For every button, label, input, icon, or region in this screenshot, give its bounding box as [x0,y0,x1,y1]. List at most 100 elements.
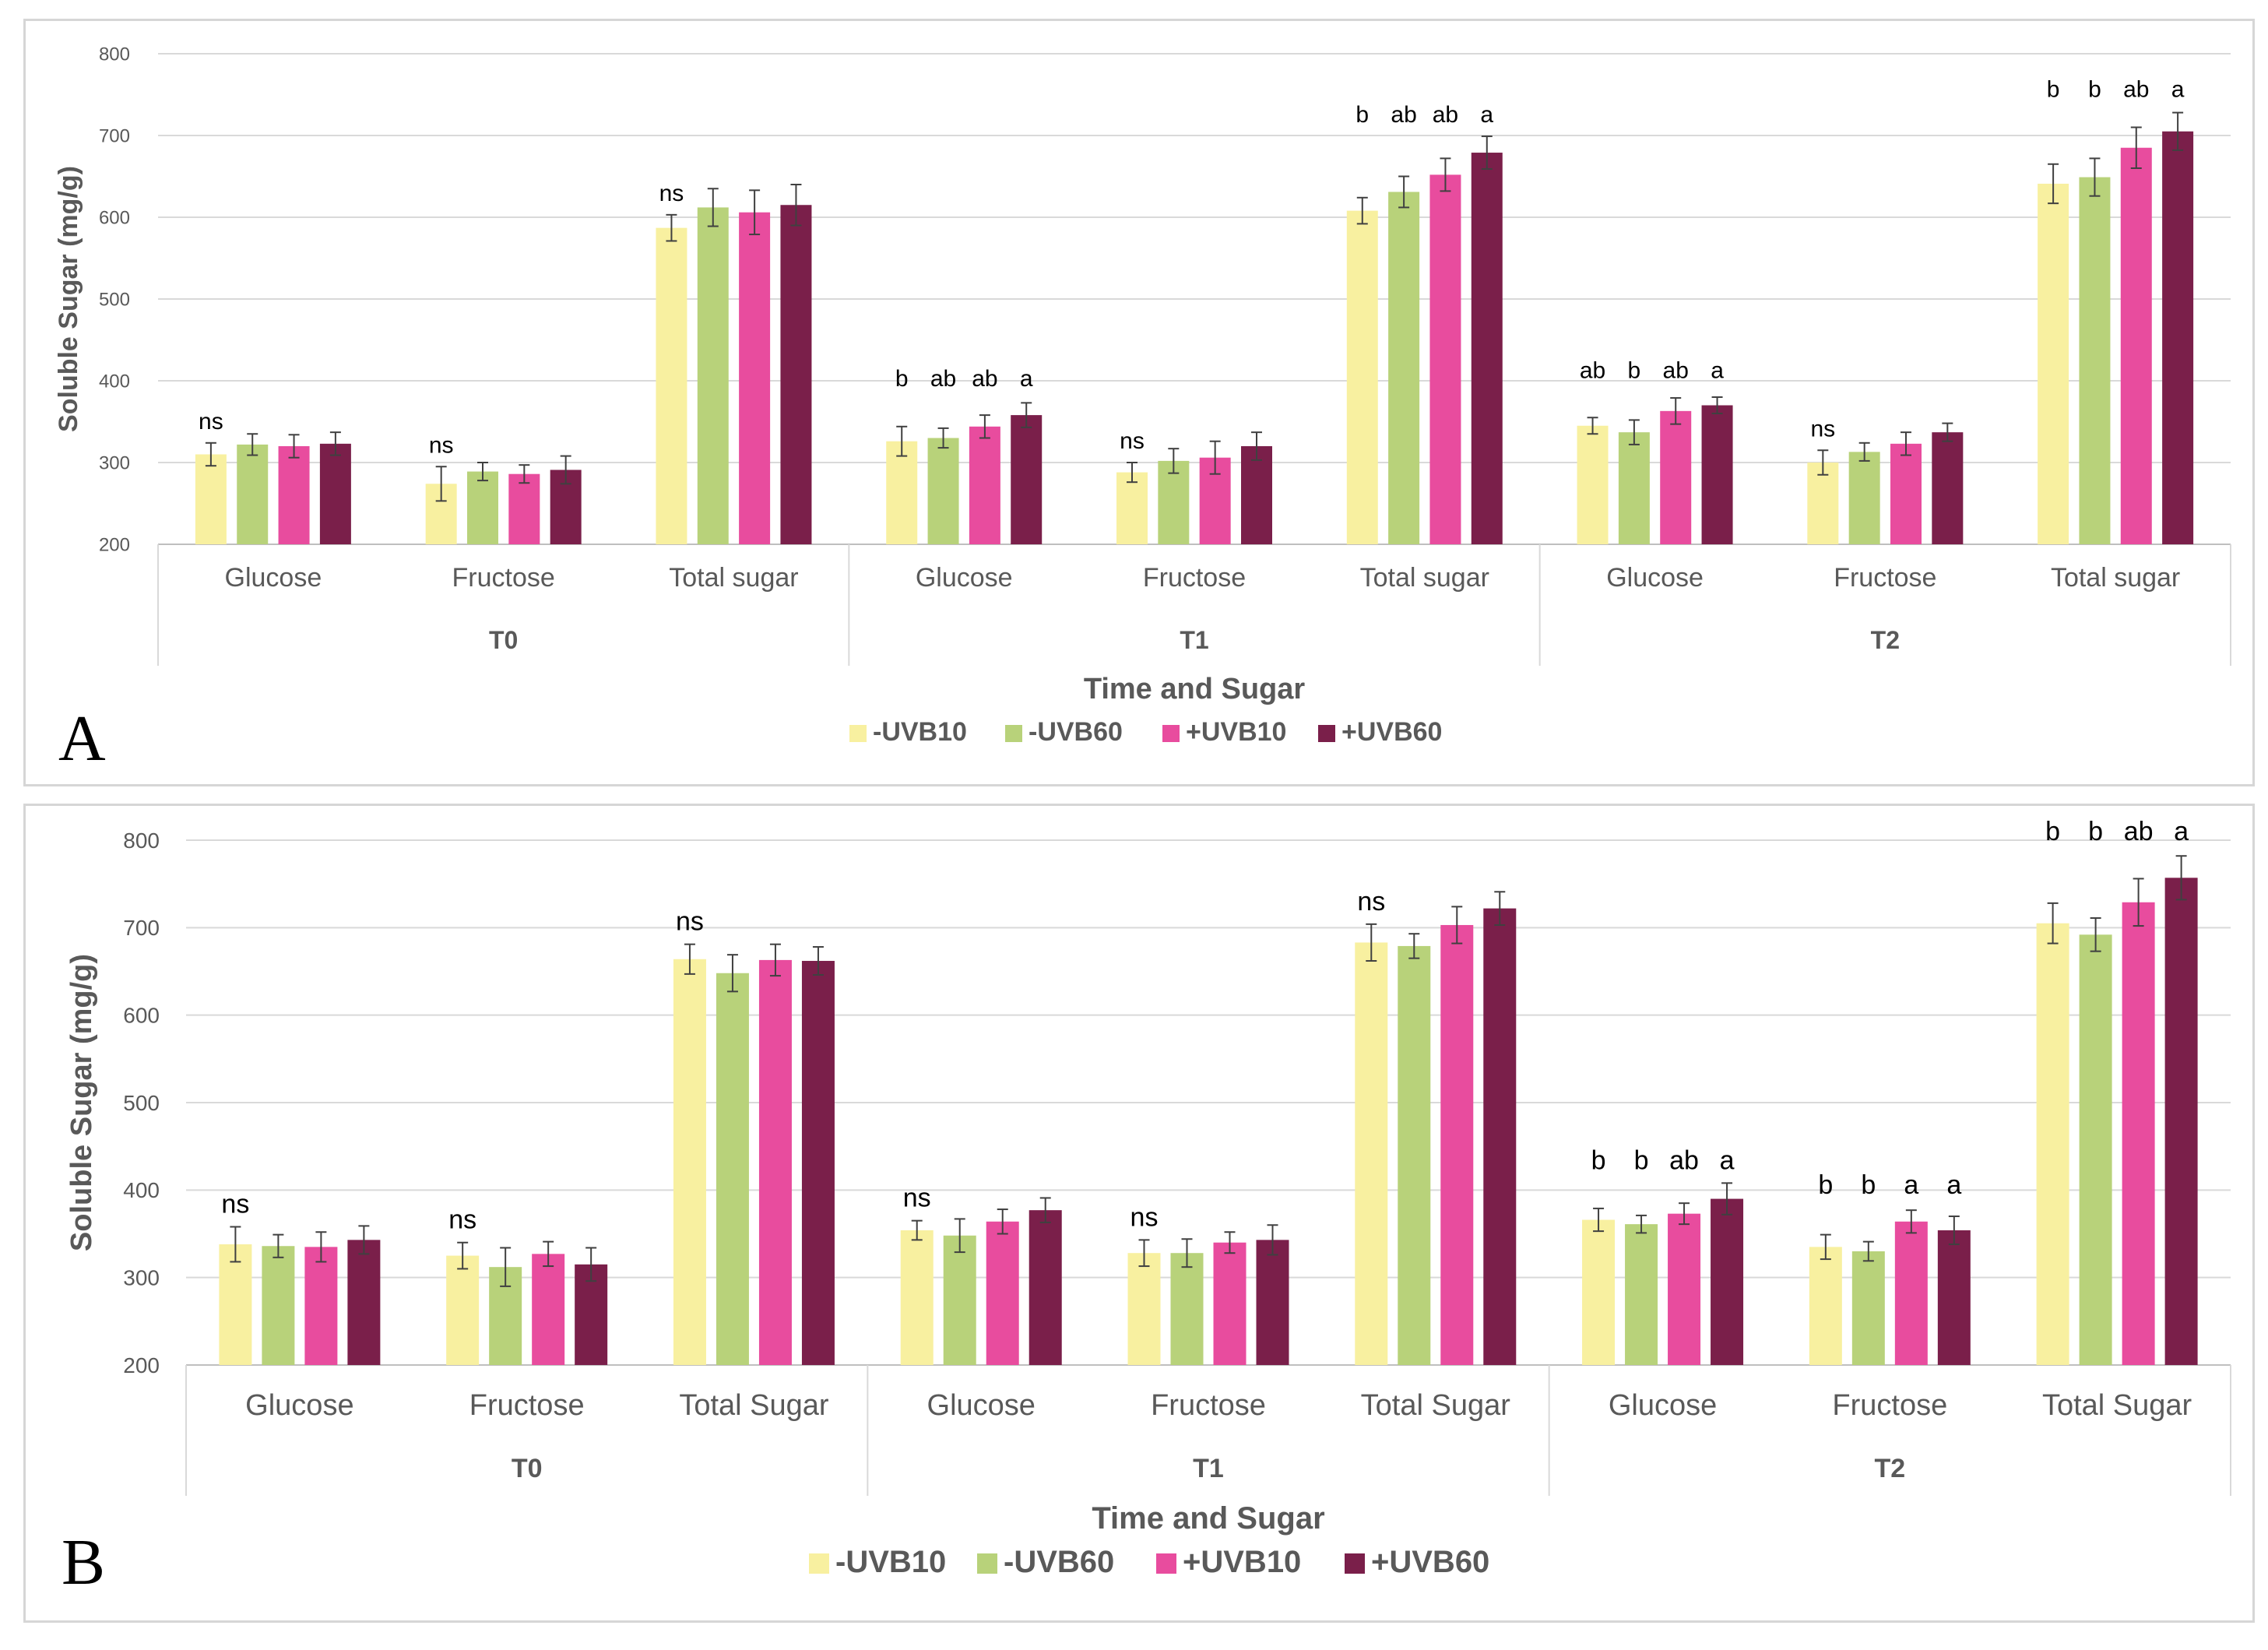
bar [1440,924,1474,1365]
panel-label-a: A [58,702,106,775]
legend-label: -UVB60 [1029,717,1123,747]
panel-label-b: B [62,1526,106,1599]
legend-swatch [1162,725,1180,742]
x-axis-title: Time and Sugar [1084,673,1306,705]
time-group-label: T2 [1871,626,1900,654]
y-tick-label: 800 [99,44,130,65]
bar [1932,432,1964,544]
significance-letter: ns [448,1205,476,1235]
category-label: Total sugar [669,563,798,593]
significance-letter: ab [1391,102,1416,128]
legend-label: +UVB10 [1186,717,1286,747]
significance-letter: b [1634,1145,1649,1175]
legend-label: -UVB10 [873,717,967,747]
chart-a: 200 300 400 500 600 700 800 Soluble Sugar (mg/g… [54,44,2231,747]
category-label: Glucose [245,1389,353,1422]
bar [1807,463,1839,544]
bar [2162,131,2194,544]
bar [2079,934,2112,1365]
bar [508,473,540,544]
category-label: Total Sugar [679,1389,829,1422]
bar [2079,177,2111,545]
significance-letter: ns [1120,428,1145,454]
panel-a: 200 300 400 500 600 700 800 Soluble Sugar (mg/g… [23,19,2255,786]
legend-swatch [809,1553,829,1574]
bar [446,1255,480,1365]
bar [278,446,310,544]
time-group-label: T0 [489,626,518,654]
bar [1937,1230,1971,1365]
significance-letter: ns [199,409,223,434]
significance-letter: b [1861,1170,1876,1200]
bar [1256,1240,1289,1365]
category-label: Fructose [469,1389,585,1422]
category-label: Fructose [1143,563,1246,593]
bar [1011,415,1043,544]
bar [304,1247,338,1365]
bar [927,438,959,544]
significance-letter: ns [659,181,684,206]
legend-swatch [1156,1553,1176,1574]
significance-letter: a [1720,1145,1735,1175]
legend-label: -UVB10 [835,1545,946,1579]
category-label: Fructose [452,563,555,593]
bar [1618,432,1650,544]
bar [673,959,706,1365]
bar [319,443,351,544]
significance-letter: ab [1580,358,1605,384]
bar [1701,405,1733,544]
category-label: Fructose [1834,563,1936,593]
significance-letter: a [1480,102,1493,128]
significance-letter: ns [429,432,454,458]
bar [1388,192,1420,544]
bar [2038,183,2069,544]
significance-letter: a [1904,1170,1918,1200]
category-label: Glucose [916,563,1013,593]
bar [1483,908,1517,1365]
bar [656,227,687,544]
bar [195,454,227,544]
y-tick-label: 800 [123,829,160,853]
y-tick-label: 500 [123,1091,160,1115]
significance-letter: a [1946,1170,1961,1200]
bar [1471,153,1503,545]
bar [1355,942,1388,1365]
panel-b: 200 300 400 500 600 700 800 Soluble Sugar (mg/g… [23,804,2255,1623]
significance-letter: ab [930,366,956,392]
bar [697,207,729,544]
bar [2120,147,2152,544]
bar [1894,1221,1928,1365]
category-label: Fructose [1151,1389,1266,1422]
significance-letter: ns [221,1190,249,1219]
significance-letter: ns [1810,416,1835,442]
legend-swatch [1005,725,1022,742]
significance-letter: ab [1433,102,1458,128]
bar [739,212,771,544]
y-tick-label: 700 [123,916,160,940]
bar [2164,878,2198,1365]
bar [1809,1247,1842,1365]
significance-letter: ns [1130,1202,1159,1232]
bar [1582,1219,1616,1365]
bar [1158,460,1190,544]
bar [1711,1198,1744,1365]
time-group-label: T1 [1180,626,1208,654]
category-label: Glucose [1606,563,1704,593]
category-label: Total sugar [2051,563,2180,593]
bar [716,973,749,1365]
bar [1848,452,1880,544]
y-axis-title: Soluble Sugar (mg/g) [54,166,83,432]
bar [1127,1253,1161,1365]
chart-b: 200 300 400 500 600 700 800 Soluble Sugar (mg/g… [65,817,2231,1579]
bar [986,1221,1019,1365]
bar [2122,902,2155,1365]
bar [1398,945,1431,1365]
y-tick-label: 600 [99,207,130,228]
bar [1660,410,1692,544]
y-axis-title: Soluble Sugar (mg/g) [65,954,98,1251]
significance-letter: a [2171,77,2185,103]
significance-letter: b [2088,77,2101,103]
bar [1851,1251,1885,1365]
bar [780,205,812,544]
significance-letter: b [1818,1170,1833,1200]
